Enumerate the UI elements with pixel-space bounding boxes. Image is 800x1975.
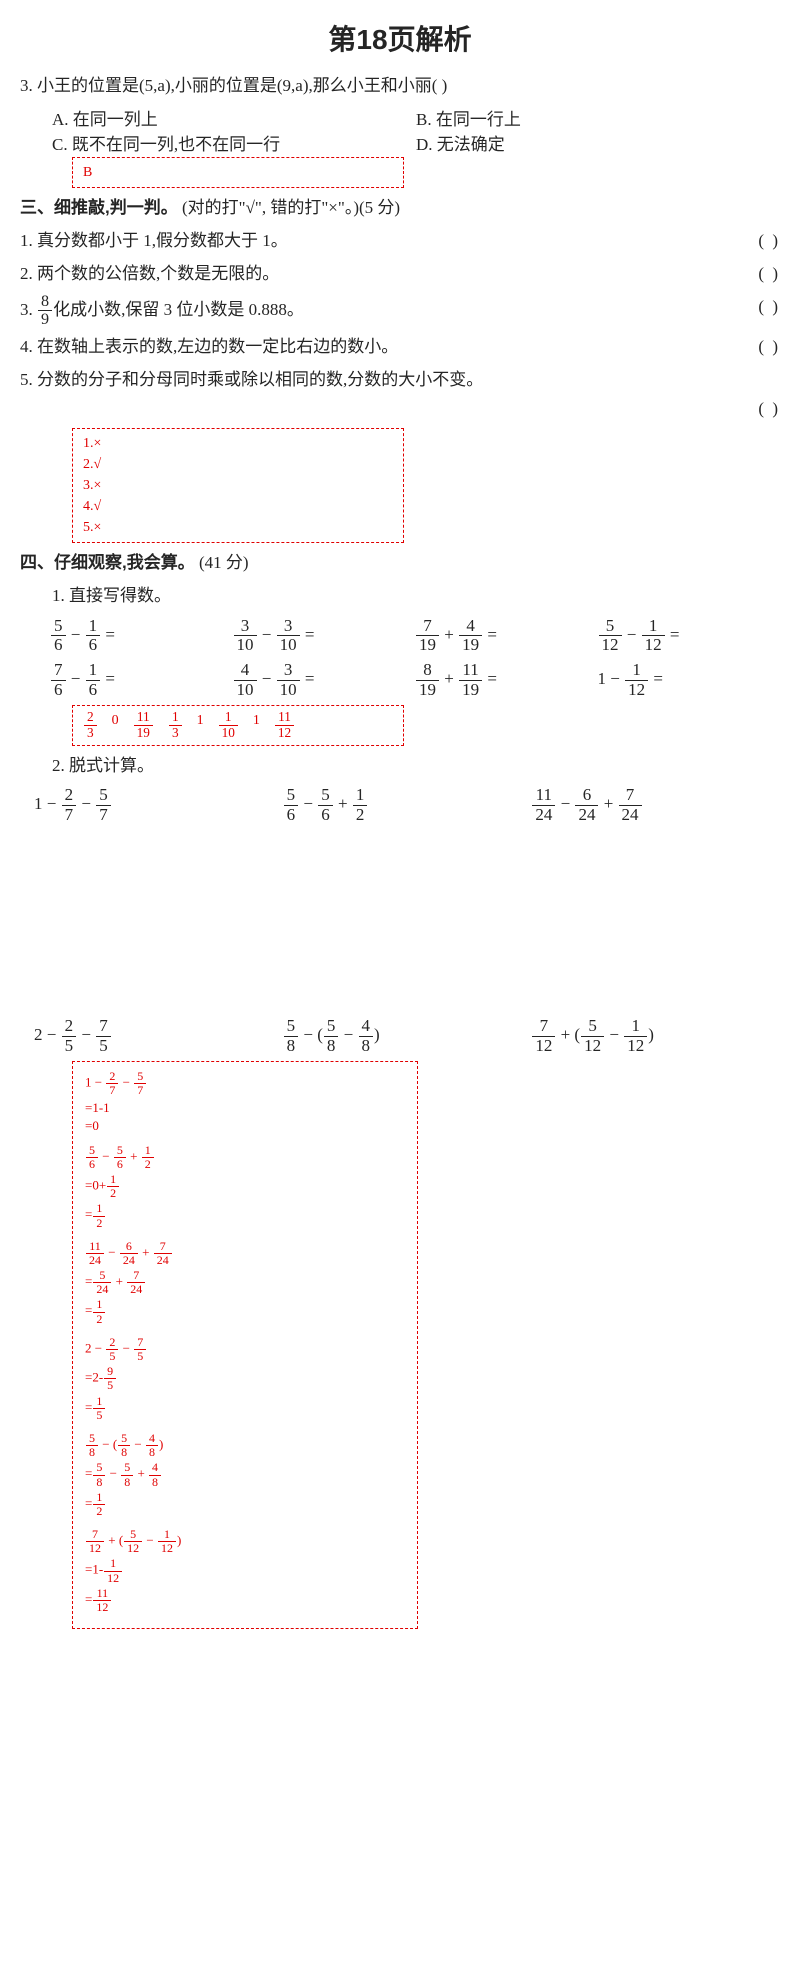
- q3-text: 小王的位置是(5,a),小丽的位置是(9,a),那么小王和小丽( ): [37, 76, 447, 95]
- s3-ans-2: 2.√: [83, 454, 393, 475]
- s4-sub1: 1. 直接写得数。: [20, 582, 780, 611]
- ans-item: 0: [112, 710, 119, 740]
- q3-option-b: B. 在同一行上: [416, 105, 780, 130]
- paren: ( ): [758, 260, 780, 289]
- ans-item: 1112: [274, 710, 295, 740]
- section-4-heading: 四、仔细观察,我会算。 (41 分): [20, 549, 780, 578]
- section-3-heading: 三、细推敲,判一判。 (对的打"√", 错的打"×"。)(5 分): [20, 194, 780, 223]
- s4-solution-box: 1 − 27 − 57=1-1=056 − 56 + 12=0+12=12112…: [72, 1061, 418, 1629]
- ans-item: 1: [197, 710, 204, 740]
- s3-q5: 5. 分数的分子和分母同时乘或除以相同的数,分数的大小不变。 ( ): [20, 366, 780, 424]
- s3-q2: 2. 两个数的公倍数,个数是无限的。 ( ): [20, 260, 780, 289]
- sol-step: =524 + 724: [85, 1269, 405, 1296]
- sol-step: =12: [85, 1202, 405, 1229]
- equation-cell: 819 + 1119 =: [415, 661, 598, 699]
- s4-title: 四、仔细观察,我会算。: [20, 553, 195, 572]
- sol-step: =1-1: [85, 1100, 405, 1116]
- paren: ( ): [758, 395, 780, 424]
- s3-ans-4: 4.√: [83, 496, 393, 517]
- sol-step: =0: [85, 1118, 405, 1134]
- eq-a: 1 − 27 − 57: [34, 786, 283, 824]
- eq-e: 58 − (58 − 48): [283, 1017, 532, 1055]
- equation-cell: 410 − 310 =: [233, 661, 416, 699]
- ans-item: 1: [253, 710, 260, 740]
- equation-cell: 76 − 16 =: [50, 661, 233, 699]
- s4-eq2-row1: 1 − 27 − 57 56 − 56 + 12 1124 − 624 + 72…: [34, 786, 780, 824]
- s3-title: 三、细推敲,判一判。: [20, 198, 178, 217]
- equation-cell: 56 − 16 =: [50, 617, 233, 655]
- sol-step: =58 − 58 + 48: [85, 1461, 405, 1488]
- sol-step: =0+12: [85, 1173, 405, 1200]
- q3-option-a: A. 在同一列上: [52, 105, 416, 130]
- s4-ans1-list: 23 0 1119 13 1 110 1 1112: [83, 710, 393, 740]
- s3-answer-box: 1.× 2.√ 3.× 4.√ 5.×: [72, 428, 404, 543]
- ans-item: 23: [83, 710, 98, 740]
- question-3: 3. 小王的位置是(5,a),小丽的位置是(9,a),那么小王和小丽( ): [20, 72, 780, 101]
- eq-b: 56 − 56 + 12: [283, 786, 532, 824]
- sol-head: 2 − 25 − 75: [85, 1336, 405, 1363]
- sol-head: 1124 − 624 + 724: [85, 1240, 405, 1267]
- page-container: 第18页解析 3. 小王的位置是(5,a),小丽的位置是(9,a),那么小王和小…: [0, 0, 800, 1655]
- sol-step: =1112: [85, 1587, 405, 1614]
- s3-q3: 3. 89化成小数,保留 3 位小数是 0.888。 ( ): [20, 293, 780, 330]
- paren: ( ): [758, 333, 780, 362]
- q3-options: A. 在同一列上 B. 在同一行上 C. 既不在同一列,也不在同一行 D. 无法…: [20, 105, 780, 155]
- sol-step: =15: [85, 1395, 405, 1422]
- sol-head: 712 + (512 − 112): [85, 1528, 405, 1555]
- sol-step: =12: [85, 1298, 405, 1325]
- paren: ( ): [758, 293, 780, 322]
- s3-q4: 4. 在数轴上表示的数,左边的数一定比右边的数小。 ( ): [20, 333, 780, 362]
- s3-q1: 1. 真分数都小于 1,假分数都大于 1。 ( ): [20, 227, 780, 256]
- s4-ans1-box: 23 0 1119 13 1 110 1 1112: [72, 705, 404, 745]
- q3-option-c: C. 既不在同一列,也不在同一行: [52, 130, 416, 155]
- s3-ans-3: 3.×: [83, 475, 393, 496]
- s3-ans-1: 1.×: [83, 433, 393, 454]
- ans-item: 13: [168, 710, 183, 740]
- equation-cell: 512 − 112 =: [598, 617, 781, 655]
- s4-sub2: 2. 脱式计算。: [20, 752, 780, 781]
- eq-f: 712 + (512 − 112): [531, 1017, 780, 1055]
- equation-cell: 1 − 112 =: [598, 661, 781, 699]
- sol-step: =1-112: [85, 1557, 405, 1584]
- s4-eq2-row2: 2 − 25 − 75 58 − (58 − 48) 712 + (512 − …: [34, 1017, 780, 1055]
- sol-step: =12: [85, 1491, 405, 1518]
- s4-note: (41 分): [199, 553, 249, 572]
- q3-num: 3.: [20, 76, 33, 95]
- s3-ans-5: 5.×: [83, 517, 393, 538]
- equation-cell: 719 + 419 =: [415, 617, 598, 655]
- s4-eq-row1: 56 − 16 =310 − 310 =719 + 419 =512 − 112…: [50, 617, 780, 655]
- eq-c: 1124 − 624 + 724: [531, 786, 780, 824]
- sol-head: 58 − (58 − 48): [85, 1432, 405, 1459]
- paren: ( ): [758, 227, 780, 256]
- equation-cell: 310 − 310 =: [233, 617, 416, 655]
- q3-answer-box: B: [72, 157, 404, 188]
- q3-option-d: D. 无法确定: [416, 130, 780, 155]
- page-title: 第18页解析: [20, 18, 780, 58]
- sol-step: =2-95: [85, 1365, 405, 1392]
- s4-eq-row2: 76 − 16 =410 − 310 =819 + 1119 =1 − 112 …: [50, 661, 780, 699]
- eq-d: 2 − 25 − 75: [34, 1017, 283, 1055]
- sol-head: 56 − 56 + 12: [85, 1144, 405, 1171]
- ans-item: 1119: [133, 710, 154, 740]
- ans-item: 110: [218, 710, 239, 740]
- s3-note: (对的打"√", 错的打"×"。)(5 分): [182, 198, 400, 217]
- sol-head: 1 − 27 − 57: [85, 1070, 405, 1097]
